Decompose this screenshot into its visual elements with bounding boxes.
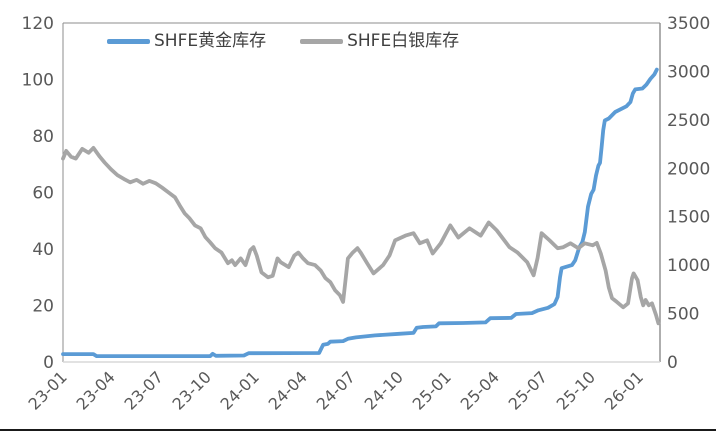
- right-axis-tick-label: 500: [667, 305, 699, 325]
- left-axis-tick-label: 80: [32, 127, 54, 147]
- left-axis-tick-label: 0: [43, 353, 54, 373]
- right-axis-tick-label: 0: [667, 353, 678, 373]
- x-axis-tick-label: 24-01: [217, 367, 263, 413]
- left-axis-tick-label: 120: [22, 14, 54, 34]
- silver-line-swatch: [300, 39, 344, 44]
- x-axis-tick-label: 23-10: [169, 367, 215, 413]
- right-axis-tick-label: 1000: [667, 256, 710, 276]
- silver-series-line: [61, 145, 661, 326]
- legend-label-silver: SHFE白银库存: [347, 31, 460, 51]
- left-axis-tick-label: 20: [32, 297, 54, 317]
- gold-series-line: [61, 67, 659, 359]
- chart-legend: SHFE黄金库存 SHFE白银库存: [107, 33, 459, 50]
- left-axis-tick-label: 40: [32, 240, 54, 260]
- right-axis-tick-label: 3500: [667, 14, 710, 34]
- x-axis-tick-label: 24-10: [361, 367, 407, 413]
- legend-label-gold: SHFE黄金库存: [154, 31, 267, 51]
- x-axis-tick-label: 26-01: [601, 367, 647, 413]
- right-axis-tick-label: 2000: [667, 159, 710, 179]
- x-axis-tick-label: 24-04: [265, 367, 311, 413]
- x-axis-tick-label: 24-07: [313, 367, 359, 413]
- right-axis-tick-label: 3000: [667, 62, 710, 82]
- x-axis-tick-label: 25-07: [505, 367, 551, 413]
- x-axis-tick-label: 25-10: [553, 367, 599, 413]
- x-axis-tick-label: 23-04: [73, 367, 119, 413]
- x-axis-tick-label: 23-01: [25, 367, 71, 413]
- x-axis-tick-label: 25-04: [457, 367, 503, 413]
- gold-line-swatch: [107, 39, 150, 44]
- legend-item-silver: SHFE白银库存: [300, 33, 459, 50]
- left-axis-tick-label: 100: [22, 71, 54, 91]
- left-axis-tick-label: 60: [32, 184, 54, 204]
- bottom-divider-line: [0, 429, 716, 431]
- x-axis-tick-label: 25-01: [409, 367, 455, 413]
- right-axis-tick-label: 2500: [667, 111, 710, 131]
- x-axis-tick-label: 23-07: [121, 367, 167, 413]
- right-axis-tick-label: 1500: [667, 208, 710, 228]
- legend-item-gold: SHFE黄金库存: [107, 33, 266, 50]
